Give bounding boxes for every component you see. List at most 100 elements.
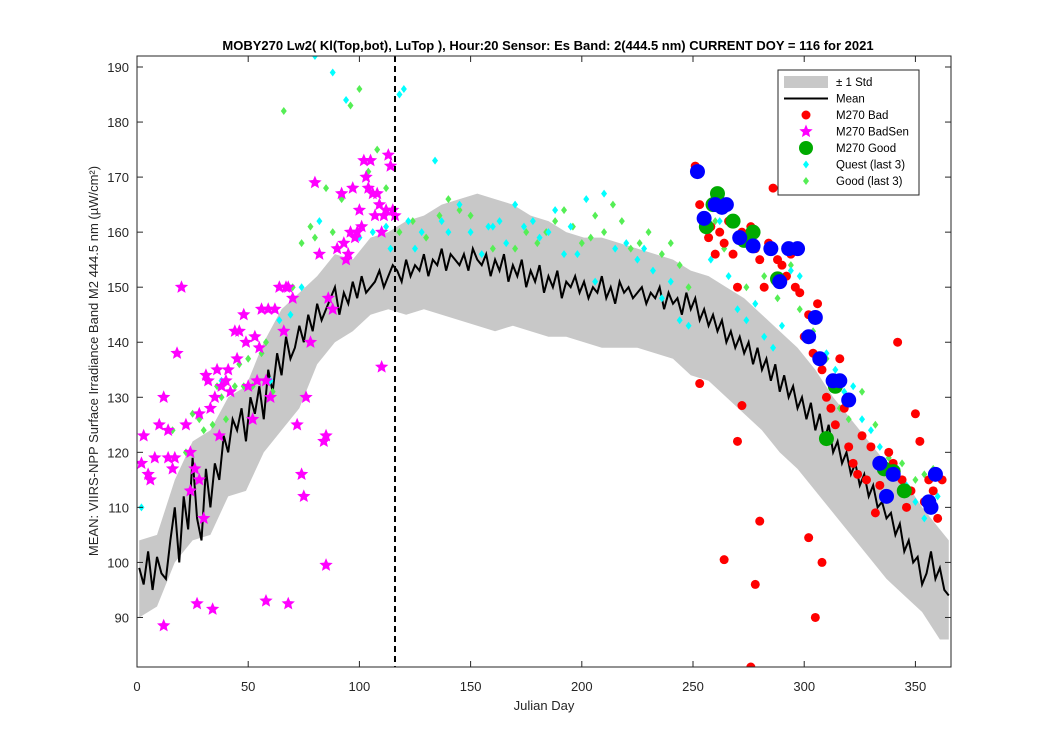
m270-badsen-point — [143, 472, 157, 486]
quest-last3-point — [743, 316, 750, 325]
quest-last3-point — [438, 217, 445, 226]
quest-last3-point — [876, 442, 883, 451]
m270-badsen-point — [250, 373, 264, 387]
chart-title: MOBY270 Lw2( Kl(Top,bot), LuTop ), Hour:… — [222, 38, 873, 53]
good-last3-point — [489, 244, 496, 253]
quest-last3-point — [752, 299, 759, 308]
quest-last3-point — [676, 316, 683, 325]
quest-last3-point — [311, 56, 318, 60]
good-last3-point — [323, 184, 330, 193]
y-tick-label: 110 — [108, 500, 129, 515]
m270-good-blue-point — [812, 351, 828, 367]
m270-badsen-point — [190, 596, 204, 610]
good-last3-point — [912, 475, 919, 484]
m270-badsen-point — [248, 329, 262, 343]
quest-last3-point — [832, 365, 839, 374]
quest-last3-point — [445, 228, 452, 237]
m270-good-blue-point — [879, 488, 895, 504]
m270-bad-point — [777, 260, 787, 270]
good-last3-point — [774, 294, 781, 303]
quest-last3-point — [592, 277, 599, 286]
m270-bad-point — [844, 442, 854, 452]
m270-badsen-point — [157, 390, 171, 403]
legend-label: Quest (last 3) — [836, 160, 905, 172]
quest-last3-point — [921, 514, 928, 523]
m270-bad-point — [719, 238, 729, 248]
marker-layer — [137, 56, 947, 667]
good-last3-point — [592, 211, 599, 220]
quest-last3-point — [561, 250, 568, 259]
m270-good-blue-point — [772, 274, 788, 290]
m270-bad-point — [768, 183, 778, 193]
mean-layer — [138, 245, 950, 597]
m270-badsen-point — [210, 362, 224, 376]
m270-bad-point — [704, 233, 714, 243]
quest-last3-point — [478, 250, 485, 259]
quest-last3-point — [796, 272, 803, 281]
good-last3-point — [329, 228, 336, 237]
quest-last3-point — [761, 332, 768, 341]
good-last3-point — [409, 217, 416, 226]
m270-badsen-point — [237, 307, 251, 321]
m270-badsen-point — [205, 602, 220, 615]
m270-badsen-point — [281, 280, 295, 293]
m270-badsen-point — [286, 291, 300, 304]
good-last3-point — [445, 195, 452, 204]
legend-label: ± 1 Std — [836, 77, 872, 89]
m270-bad-point — [710, 249, 720, 259]
m270-badsen-point — [381, 148, 395, 161]
quest-last3-point — [634, 255, 641, 264]
m270-badsen-point — [341, 247, 355, 260]
quest-last3-point — [329, 68, 336, 77]
good-last3-point — [552, 217, 559, 226]
m270-good-blue-point — [745, 238, 761, 254]
m270-badsen-point — [377, 208, 391, 222]
m270-badsen-point — [241, 379, 255, 392]
m270-bad-point — [695, 379, 705, 389]
good-last3-point — [658, 250, 665, 259]
good-last3-point — [578, 239, 585, 248]
quest-last3-point — [641, 244, 648, 253]
m270-badsen-point — [388, 208, 402, 222]
m270-good-blue-point — [801, 329, 817, 345]
quest-last3-point — [658, 294, 665, 303]
m270-bad-point — [755, 255, 765, 265]
m270-good-blue-point — [790, 241, 806, 257]
m270-badsen-point — [230, 351, 244, 365]
good-last3-point — [298, 239, 305, 248]
m270-bad-point — [848, 458, 858, 468]
m270-good-blue-point — [927, 466, 943, 482]
good-last3-point — [307, 222, 314, 231]
quest-last3-point — [583, 195, 590, 204]
m270-bad-point — [695, 200, 705, 210]
m270-badsen-point — [208, 390, 222, 403]
quest-last3-point — [405, 217, 412, 226]
m270-badsen-point — [183, 445, 198, 458]
m270-badsen-point — [263, 390, 278, 403]
m270-badsen-point — [350, 225, 364, 238]
m270-badsen-point — [346, 181, 360, 194]
y-tick-label: 160 — [107, 225, 129, 240]
y-tick-label: 120 — [107, 445, 129, 460]
m270-badsen-point — [179, 417, 193, 431]
legend-band-swatch — [784, 76, 828, 88]
good-last3-point — [676, 261, 683, 270]
quest-last3-point — [867, 426, 874, 435]
quest-last3-point — [536, 233, 543, 242]
quest-last3-point — [734, 305, 741, 314]
quest-last3-point — [387, 244, 394, 253]
m270-badsen-point — [337, 236, 351, 249]
axis-ticks: 0 50 100 150 200 250 300 350 90 100 110 120 130 140 15… — [107, 56, 951, 694]
m270-badsen-point — [212, 428, 226, 442]
x-tick-label: 200 — [571, 679, 593, 694]
m270-bad-point — [732, 282, 742, 292]
m270-badsen-point — [339, 252, 353, 266]
y-tick-label: 90 — [115, 610, 129, 625]
m270-bad-point — [870, 508, 880, 518]
good-last3-point — [383, 184, 390, 193]
m270-bad-point — [804, 533, 814, 543]
m270-bad-point — [884, 447, 894, 457]
m270-good-blue-point — [689, 164, 705, 180]
m270-badsen-point — [259, 593, 273, 607]
good-last3-point — [222, 415, 229, 424]
